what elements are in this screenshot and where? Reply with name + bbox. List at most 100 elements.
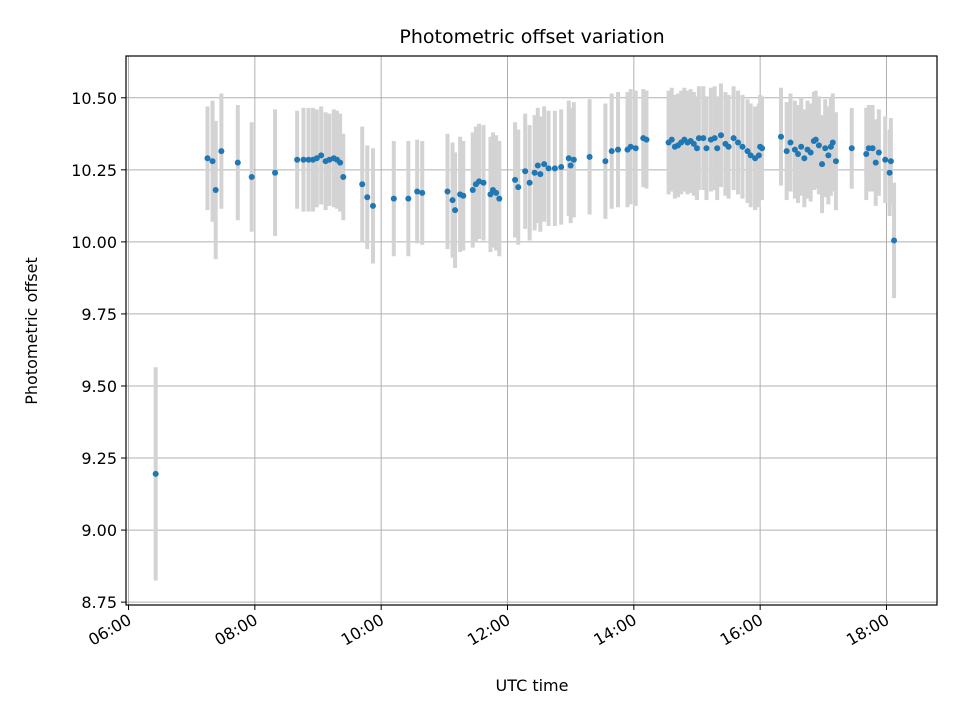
data-points xyxy=(152,132,898,477)
data-point xyxy=(444,188,451,195)
data-point xyxy=(469,187,476,194)
data-point xyxy=(872,159,879,166)
data-point xyxy=(359,181,366,188)
data-point xyxy=(668,136,675,143)
data-point xyxy=(515,184,522,191)
data-point xyxy=(305,156,312,163)
data-point xyxy=(819,161,826,168)
data-point xyxy=(272,169,279,176)
data-point xyxy=(700,135,707,142)
data-point xyxy=(487,191,494,198)
data-point xyxy=(234,159,241,166)
data-point xyxy=(541,161,548,168)
data-point xyxy=(248,174,255,181)
data-point xyxy=(204,155,211,162)
data-point xyxy=(627,143,634,150)
data-point xyxy=(522,168,529,175)
data-point xyxy=(791,146,798,153)
data-point xyxy=(364,194,371,201)
data-point xyxy=(570,156,577,163)
data-point xyxy=(863,150,870,157)
y-axis-label: Photometric offset xyxy=(22,257,41,405)
y-tick-label: 9.25 xyxy=(81,449,117,468)
data-point xyxy=(419,189,426,196)
data-point xyxy=(798,143,805,150)
data-point xyxy=(787,139,794,146)
data-point xyxy=(452,207,459,214)
data-point xyxy=(632,145,639,152)
data-point xyxy=(493,189,500,196)
data-point xyxy=(340,174,347,181)
data-point xyxy=(405,195,412,202)
data-point xyxy=(725,143,732,150)
data-point xyxy=(586,153,593,160)
data-point xyxy=(615,146,622,153)
data-point xyxy=(832,158,839,165)
y-tick-label: 8.75 xyxy=(81,593,117,612)
data-point xyxy=(822,145,829,152)
data-point xyxy=(695,135,702,142)
data-point xyxy=(643,136,650,143)
y-tick-label: 9.50 xyxy=(81,377,117,396)
data-point xyxy=(152,470,159,477)
data-point xyxy=(759,145,766,152)
data-point xyxy=(735,139,742,146)
data-point xyxy=(693,145,700,152)
data-point xyxy=(496,195,503,202)
data-point xyxy=(755,152,762,159)
data-point xyxy=(711,135,718,142)
data-point xyxy=(848,145,855,152)
y-tick-label: 10.00 xyxy=(71,233,117,252)
data-point xyxy=(300,156,307,163)
data-point xyxy=(602,158,609,165)
data-point xyxy=(414,188,421,195)
y-axis-ticks: 8.75 9.00 9.25 9.50 9.75 10.00 10.25 10.50 xyxy=(71,89,126,612)
y-tick-label: 10.25 xyxy=(71,161,117,180)
data-point xyxy=(480,179,487,186)
data-point xyxy=(875,149,882,156)
data-point xyxy=(887,158,894,165)
data-point xyxy=(869,145,876,152)
y-tick-label: 9.00 xyxy=(81,521,117,540)
data-point xyxy=(744,148,751,155)
data-point xyxy=(294,156,301,163)
data-point xyxy=(815,142,822,149)
x-axis-label: UTC time xyxy=(496,676,569,695)
data-point xyxy=(783,148,790,155)
data-point xyxy=(567,162,574,169)
data-point xyxy=(801,155,808,162)
data-point xyxy=(531,169,538,176)
data-point xyxy=(390,195,397,202)
data-point xyxy=(337,159,344,166)
plot-frame xyxy=(125,55,938,606)
data-point xyxy=(795,150,802,157)
data-point xyxy=(565,155,572,162)
data-point xyxy=(313,155,320,162)
data-point xyxy=(703,145,710,152)
data-point xyxy=(212,187,219,194)
data-point xyxy=(512,176,519,183)
data-point xyxy=(747,152,754,159)
data-point xyxy=(534,162,541,169)
data-point xyxy=(825,152,832,159)
data-point xyxy=(545,165,552,172)
y-tick-label: 9.75 xyxy=(81,305,117,324)
data-point xyxy=(551,165,558,172)
data-point xyxy=(812,136,819,143)
data-point xyxy=(537,171,544,178)
data-point xyxy=(318,152,325,159)
data-point xyxy=(714,145,721,152)
data-point xyxy=(777,133,784,140)
data-point xyxy=(891,237,898,244)
data-point xyxy=(526,179,533,186)
data-point xyxy=(882,156,889,163)
data-point xyxy=(369,202,376,209)
data-point xyxy=(460,192,467,199)
chart-title: Photometric offset variation xyxy=(399,26,664,48)
data-point xyxy=(209,158,216,165)
data-point xyxy=(886,169,893,176)
data-point xyxy=(829,139,836,146)
data-point xyxy=(218,148,225,155)
data-point xyxy=(739,143,746,150)
